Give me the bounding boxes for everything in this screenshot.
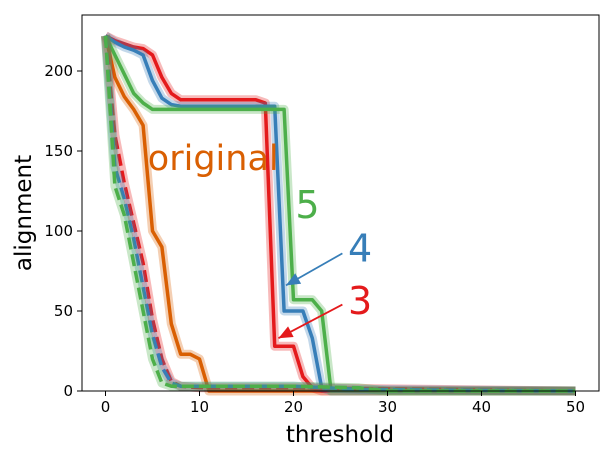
axis-layer: 0 10 20 30 40 50 0 50 100 150 200 xyxy=(44,62,585,416)
plot-area-frame xyxy=(81,14,600,392)
y-tick-label: 50 xyxy=(54,302,73,320)
y-tick-label: 150 xyxy=(44,142,73,160)
annotation-label-2: 4 xyxy=(348,226,372,270)
annotation-label-3: 3 xyxy=(348,279,372,323)
y-tick-label: 200 xyxy=(44,62,73,80)
x-tick-label: 50 xyxy=(566,398,585,416)
annotation-arrow-0 xyxy=(285,252,343,287)
x-axis-label: threshold xyxy=(286,422,394,448)
series-layer xyxy=(101,31,576,396)
annotation-label-1: 5 xyxy=(295,183,319,227)
annotation-label-0: original xyxy=(148,139,279,179)
y-tick-label: 0 xyxy=(63,382,73,400)
annotation-arrow-1 xyxy=(278,303,343,339)
series-line-2 xyxy=(104,34,576,393)
x-tick-label: 40 xyxy=(472,398,491,416)
series-line-0 xyxy=(103,35,576,393)
x-tick-label: 30 xyxy=(378,398,397,416)
y-tick-label: 100 xyxy=(44,222,73,240)
x-tick-label: 0 xyxy=(101,398,111,416)
x-tick-label: 20 xyxy=(284,398,303,416)
annotation-layer: original 54 3 xyxy=(148,139,372,339)
x-tick-label: 10 xyxy=(190,398,209,416)
series-line-6 xyxy=(103,35,576,393)
series-line-1 xyxy=(104,34,576,393)
y-axis-label: alignment xyxy=(11,155,37,271)
